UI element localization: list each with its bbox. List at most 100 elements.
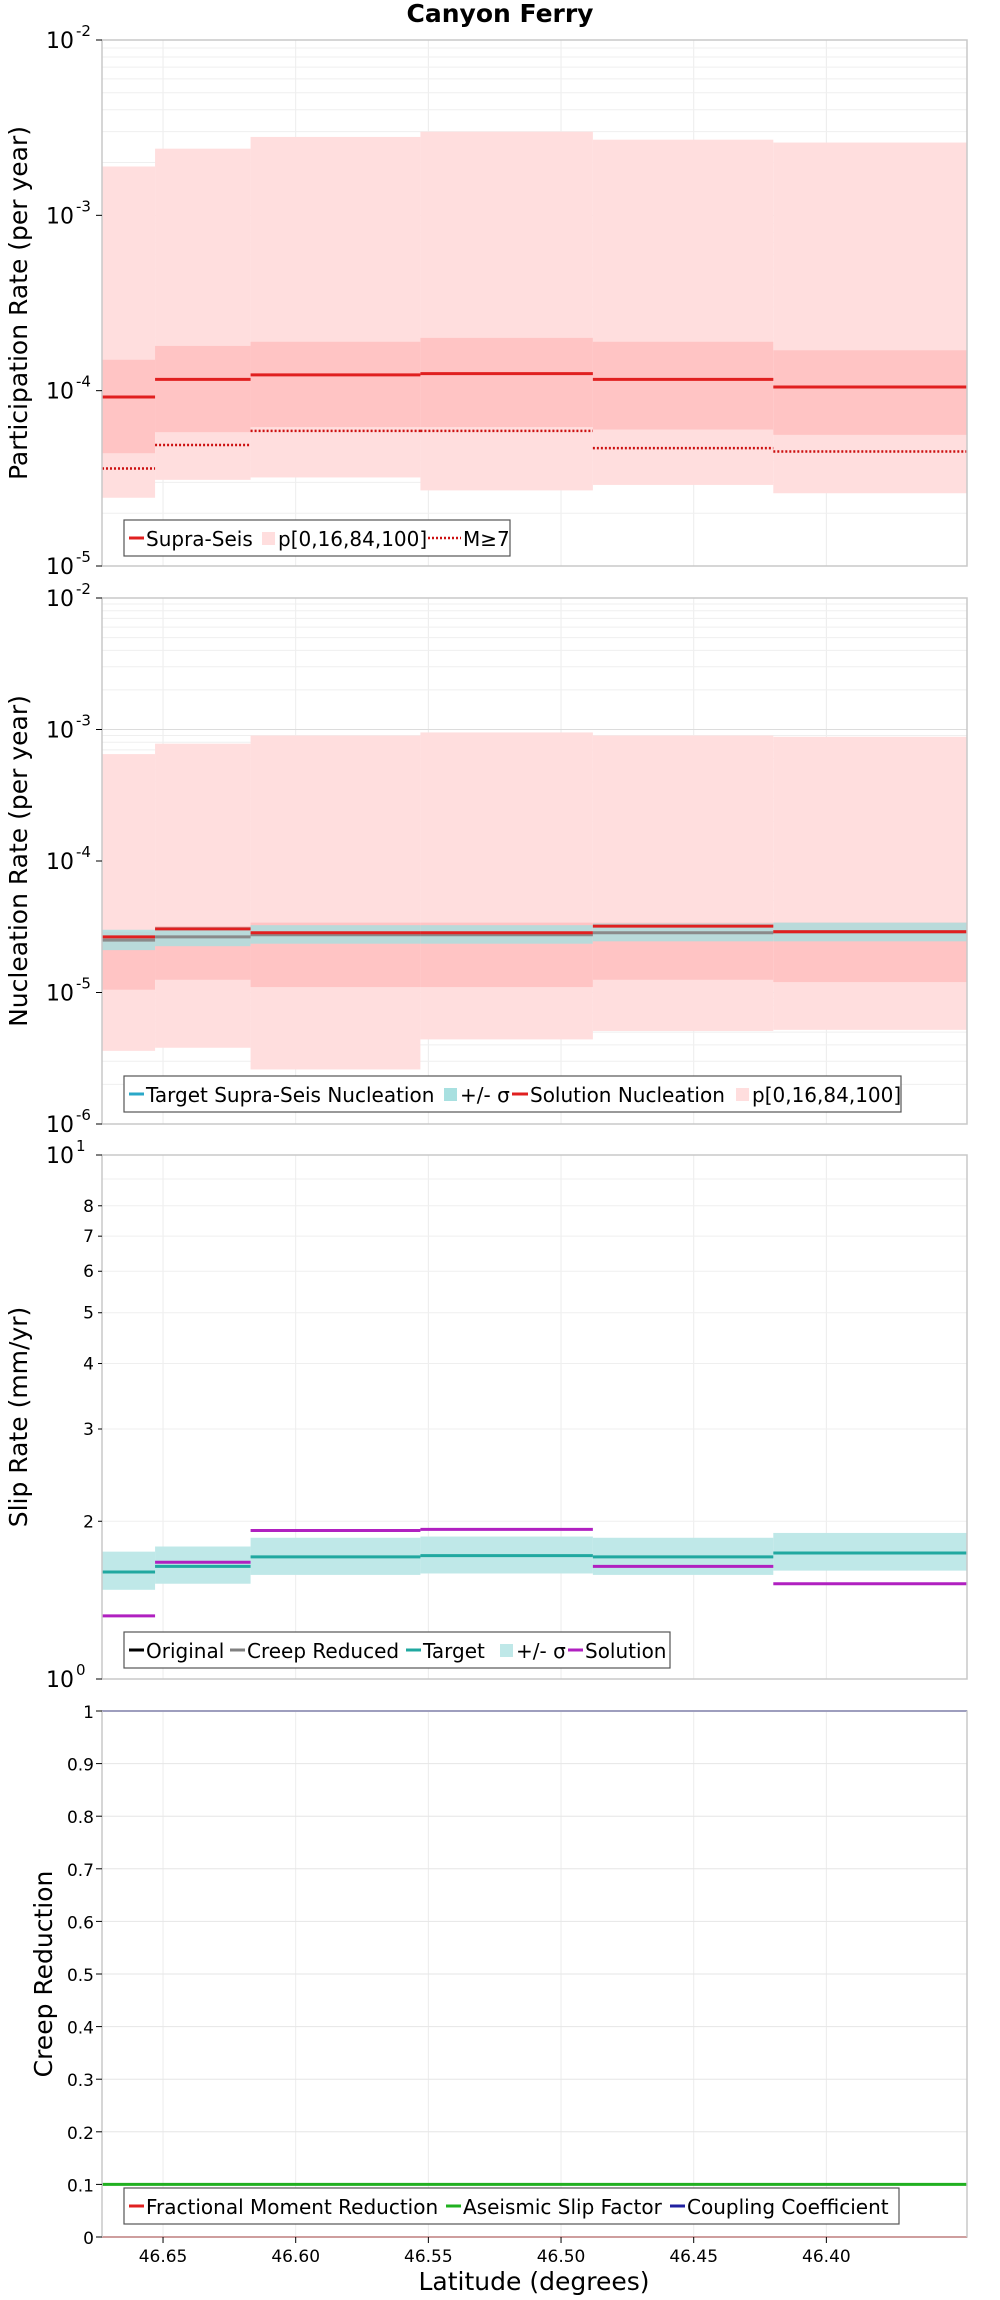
creep-y-axis-label: Creep Reduction <box>29 1871 58 2078</box>
nucleation-lines <box>102 924 967 942</box>
y-minor-tick-label: 6 <box>83 1262 94 1282</box>
y-tick-label-exponent: -5 <box>76 975 91 993</box>
percentile-band-outer <box>420 732 593 1040</box>
y-tick-label-exponent: -4 <box>76 843 91 861</box>
percentile-band-outer <box>155 743 251 1048</box>
y-minor-tick-label: 3 <box>83 1420 94 1440</box>
legend-label-creep-reduced: Creep Reduced <box>247 1639 399 1663</box>
x-axis: 46.65 46.60 46.55 46.50 46.45 46.40 <box>139 2237 851 2267</box>
percentile-band-inner <box>592 341 774 430</box>
y-tick-label: 0.5 <box>67 1966 94 1986</box>
slip-y-axis-label: Slip Rate (mm/yr) <box>4 1307 33 1528</box>
legend-label-percentiles: p[0,16,84,100] <box>752 1083 901 1107</box>
y-tick-label-base: 10 <box>46 1668 74 1693</box>
y-tick-label: 0.6 <box>67 1913 94 1933</box>
legend-swatch-percentiles <box>262 532 275 545</box>
y-tick-label-exponent: -3 <box>76 712 91 730</box>
y-tick-label: 0.8 <box>67 1808 94 1828</box>
y-tick-label: 0.4 <box>67 2019 94 2039</box>
percentile-band-outer <box>592 139 774 485</box>
slip-plot-border <box>101 1154 968 1680</box>
y-tick-label-base: 10 <box>46 587 74 612</box>
percentile-band-outer <box>773 736 967 1030</box>
y-tick-label-exponent: -4 <box>76 373 91 391</box>
legend-label-supra-seis: Supra-Seis <box>146 527 253 551</box>
y-tick-label-base: 10 <box>46 1113 74 1138</box>
y-tick-label: 0.1 <box>67 2176 94 2196</box>
legend-label-solution: Solution <box>585 1639 666 1663</box>
figure-title: Canyon Ferry <box>407 0 594 28</box>
legend-swatch-sigma <box>500 1644 513 1657</box>
y-minor-tick-label: 8 <box>83 1197 94 1217</box>
participation-rate-panel: 10-210-310-410-5 Participation Rate (per… <box>4 22 968 580</box>
y-tick-label: 0 <box>83 2229 94 2249</box>
y-tick-label: 0.2 <box>67 2124 94 2144</box>
x-tick-label: 46.50 <box>537 2247 586 2267</box>
x-tick-label: 46.60 <box>271 2247 320 2267</box>
percentile-band-outer <box>250 735 421 1070</box>
nucleation-y-axis-label: Nucleation Rate (per year) <box>4 695 33 1027</box>
y-tick-label-exponent: 1 <box>76 1137 86 1155</box>
slip-legend: Original Creep Reduced Target +/- σ Solu… <box>123 1631 671 1669</box>
y-tick-label-base: 10 <box>46 29 74 54</box>
y-minor-tick-label: 5 <box>83 1304 94 1324</box>
x-tick-label: 46.40 <box>802 2247 851 2267</box>
legend-box <box>123 2187 900 2225</box>
creep-y-ticks: 0 0.1 0.2 0.3 0.4 0.5 0.6 0.7 0.8 0.9 1 <box>67 1703 102 2249</box>
legend-label-original: Original <box>146 1639 224 1663</box>
nucleation-rate-panel: 10-210-310-410-510-6 Nucleation Rate (pe… <box>4 580 968 1138</box>
y-tick-label-exponent: 0 <box>76 1661 86 1679</box>
x-tick-label: 46.45 <box>669 2247 718 2267</box>
participation-bands <box>102 131 967 498</box>
y-tick-label-base: 10 <box>46 380 74 405</box>
percentile-band-outer <box>773 142 967 494</box>
legend-label-aseismic: Aseismic Slip Factor <box>463 2195 663 2219</box>
y-minor-tick-label: 7 <box>83 1227 94 1247</box>
y-tick-label-base: 10 <box>46 1144 74 1169</box>
legend-label-sigma: +/- σ <box>460 1083 510 1107</box>
nucleation-y-ticks: 10-210-310-410-510-6 <box>46 580 102 1138</box>
y-tick-label: 0.9 <box>67 1756 94 1776</box>
legend-label-fractional-moment: Fractional Moment Reduction <box>146 2195 438 2219</box>
percentile-band-inner <box>155 345 251 433</box>
x-tick-label: 46.65 <box>139 2247 188 2267</box>
percentile-band-outer <box>420 131 593 491</box>
legend-swatch-percentiles <box>736 1088 749 1101</box>
participation-plot-border <box>101 39 968 567</box>
nucleation-legend: Target Supra-Seis Nucleation +/- σ Solut… <box>123 1075 902 1113</box>
legend-label-coupling: Coupling Coefficient <box>687 2195 889 2219</box>
participation-lines <box>102 372 967 470</box>
legend-label-m7: M≥7 <box>463 527 510 551</box>
creep-reduction-panel: 0 0.1 0.2 0.3 0.4 0.5 0.6 0.7 0.8 0.9 1 Creep Redu… <box>29 1703 968 2249</box>
percentile-band-inner <box>102 359 156 454</box>
participation-y-ticks: 10-210-310-410-5 <box>46 22 102 580</box>
y-minor-tick-label: 2 <box>83 1512 94 1532</box>
participation-legend: Supra-Seis p[0,16,84,100] M≥7 <box>123 519 511 557</box>
y-tick-label-base: 10 <box>46 555 74 580</box>
x-axis-label: Latitude (degrees) <box>419 2267 650 2296</box>
legend-label-percentiles: p[0,16,84,100] <box>278 527 427 551</box>
slip-plot-area <box>102 1155 967 1679</box>
slip-lines <box>102 1527 967 1618</box>
y-tick-label: 0.3 <box>67 2071 94 2091</box>
y-minor-tick-label: 4 <box>83 1355 94 1375</box>
y-tick-label: 1 <box>83 1703 94 1723</box>
percentile-band-outer <box>592 735 774 1031</box>
y-tick-label-exponent: -3 <box>76 197 91 215</box>
x-tick-label: 46.55 <box>404 2247 453 2267</box>
percentile-band-inner <box>420 337 593 428</box>
legend-label-target: Target Supra-Seis Nucleation <box>145 1083 434 1107</box>
percentile-band-inner <box>250 341 421 428</box>
y-tick-label-exponent: -5 <box>76 548 91 566</box>
y-tick-label-base: 10 <box>46 719 74 744</box>
nucleation-bands <box>102 732 967 1070</box>
y-tick-label-exponent: -2 <box>76 580 91 598</box>
percentile-band-inner <box>773 350 967 435</box>
y-tick-label-base: 10 <box>46 850 74 875</box>
legend-label-target: Target <box>422 1639 485 1663</box>
participation-y-axis-label: Participation Rate (per year) <box>4 126 33 480</box>
y-tick-label-exponent: -6 <box>76 1106 91 1124</box>
